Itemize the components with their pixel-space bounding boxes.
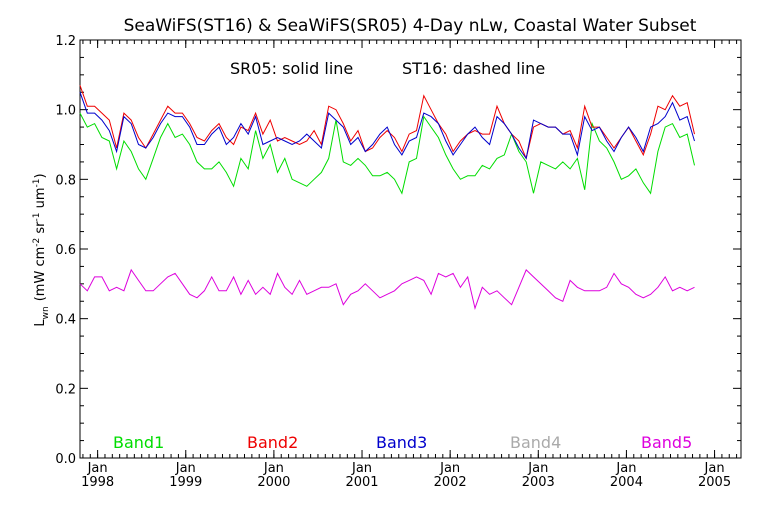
y-label-unit-c: um — [33, 187, 48, 212]
x-tick-month: Jan — [263, 461, 284, 476]
series-band3 — [79, 92, 695, 160]
annotation-solid: SR05: solid line — [230, 59, 353, 78]
y-label-sub: wn — [41, 306, 51, 319]
x-tick-year: 2005 — [698, 475, 731, 490]
y-tick-label: 1.0 — [55, 104, 76, 119]
x-tick-year: 2002 — [434, 475, 467, 490]
legend: Band1 Band2 Band3 Band4 Band5 — [113, 433, 692, 452]
x-tick-year: 1998 — [81, 475, 114, 490]
series-band1 — [79, 112, 695, 195]
y-tick-label: 0.4 — [55, 313, 76, 328]
annotation-dashed: ST16: dashed line — [402, 59, 545, 78]
x-tick-month: Jan — [175, 461, 196, 476]
y-tick-label: 0.0 — [55, 452, 76, 467]
chart-title: SeaWiFS(ST16) & SeaWiFS(SR05) 4-Day nLw,… — [124, 16, 697, 36]
x-axis: Jan1998Jan1999Jan2000Jan2001Jan2002Jan20… — [81, 40, 738, 490]
series-band5 — [79, 268, 695, 310]
x-tick-year: 2004 — [610, 475, 643, 490]
y-label-unit-a: (mW cm — [33, 247, 48, 302]
y-axis-label: Lwn(mW cm-2 sr-1 um-1) — [32, 173, 51, 326]
y-tick-label: 0.8 — [55, 173, 76, 188]
x-tick-year: 2003 — [522, 475, 555, 490]
y-label-l: L — [33, 319, 48, 327]
x-tick-month: Jan — [439, 461, 460, 476]
y-label-exp-b: -1 — [32, 213, 42, 222]
x-tick-month: Jan — [527, 461, 548, 476]
series-lines — [79, 85, 695, 310]
legend-band4: Band4 — [510, 433, 561, 452]
legend-band5: Band5 — [641, 433, 692, 452]
y-label-close: ) — [33, 173, 48, 178]
legend-band1: Band1 — [113, 433, 164, 452]
legend-band2: Band2 — [247, 433, 298, 452]
series-band2 — [79, 85, 695, 161]
y-axis: 0.0 0.2 0.4 0.6 0.8 1.0 1.2 — [55, 34, 741, 467]
y-tick-label: 0.2 — [55, 382, 76, 397]
x-tick-month: Jan — [615, 461, 636, 476]
x-tick-year: 2000 — [257, 475, 290, 490]
y-label-unit-b: sr — [33, 221, 48, 238]
legend-band3: Band3 — [376, 433, 427, 452]
plot-frame — [79, 39, 742, 459]
y-label-exp-a: -2 — [32, 238, 42, 247]
y-label-exp-c: -1 — [32, 178, 42, 187]
x-tick-month: Jan — [87, 461, 108, 476]
x-tick-month: Jan — [351, 461, 372, 476]
x-tick-month: Jan — [704, 461, 725, 476]
x-tick-year: 2001 — [345, 475, 378, 490]
x-tick-year: 1999 — [169, 475, 202, 490]
y-tick-label: 0.6 — [55, 243, 76, 258]
plot-border — [79, 39, 742, 459]
y-tick-label: 1.2 — [55, 34, 76, 49]
